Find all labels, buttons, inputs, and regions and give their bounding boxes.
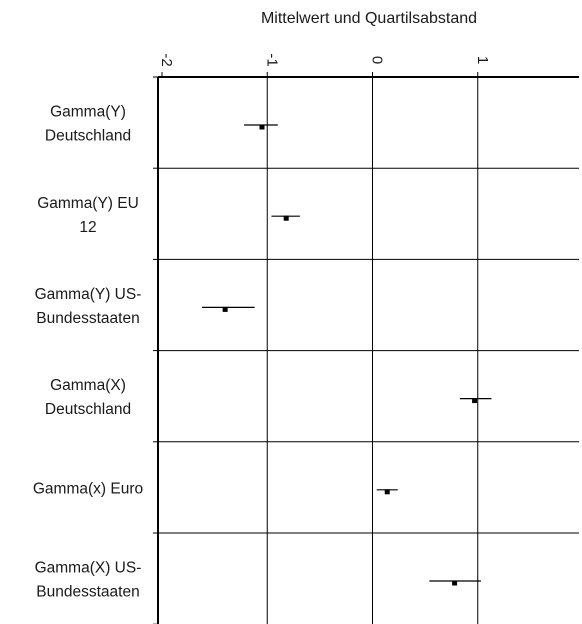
chart-title: Mittelwert und Quartilsabstand [261,10,477,27]
category-label: Deutschland [45,128,131,145]
mean-marker [472,398,478,404]
x-tick-label: -2 [158,53,175,66]
category-label: Gamma(X) [50,377,126,394]
mean-marker [384,489,390,495]
x-tick-label: 1 [474,56,491,64]
x-tick-label: 2 [579,56,582,64]
mean-marker [259,124,265,130]
category-label: Bundesstaaten [36,310,139,327]
x-tick-label: -1 [263,53,280,66]
mean-marker [283,215,289,221]
category-label: Bundesstaaten [36,584,139,601]
category-label: Gamma(Y) EU [37,195,139,212]
category-label: 12 [79,219,96,236]
category-label: Gamma(Y) [50,104,126,121]
category-label: Gamma(X) US- [35,560,142,577]
category-label: Gamma(x) Euro [33,480,143,497]
x-tick-label: 0 [369,56,386,64]
mean-marker [222,306,228,312]
category-label: Deutschland [45,401,131,418]
category-label: Gamma(Y) US- [35,286,142,303]
mean-marker [452,580,458,586]
